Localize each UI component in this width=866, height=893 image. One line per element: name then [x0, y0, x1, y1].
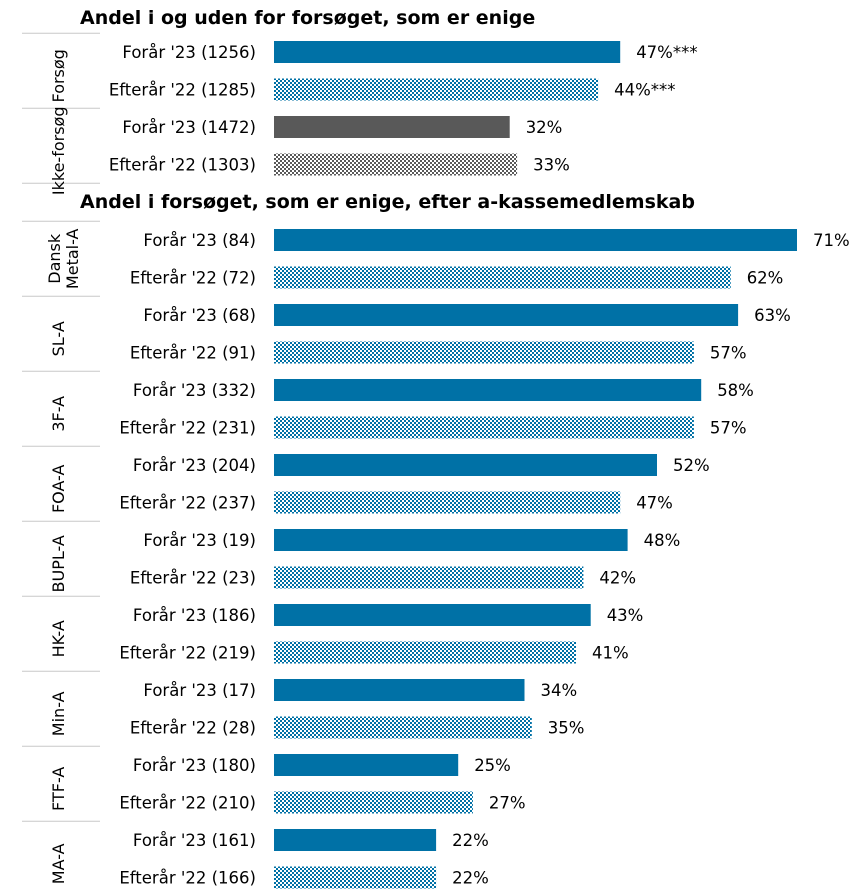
panel-overall: Andel i og uden for forsøget, som er eni… — [22, 7, 698, 195]
group-label: Min-A — [49, 691, 68, 736]
bar — [274, 754, 459, 776]
category-label: Forår '23 (68) — [143, 306, 256, 325]
category-label: Forår '23 (186) — [133, 606, 256, 625]
category-label: Forår '23 (332) — [133, 381, 256, 400]
bar — [274, 416, 694, 439]
data-label: 27% — [489, 794, 526, 813]
data-label: 52% — [673, 456, 710, 475]
bar — [274, 829, 437, 851]
data-label: 47% — [636, 494, 673, 513]
bar — [274, 679, 525, 701]
bar — [274, 304, 739, 326]
data-label: 33% — [533, 156, 570, 175]
category-label: Forår '23 (204) — [133, 456, 256, 475]
panel-title-by-union: Andel i forsøget, som er enige, efter a-… — [80, 191, 695, 213]
data-label: 34% — [541, 681, 578, 700]
bar — [274, 229, 797, 251]
category-label: Forår '23 (1256) — [122, 43, 256, 62]
data-label: 25% — [474, 756, 511, 775]
group-label: MA-A — [49, 843, 68, 884]
data-label: 41% — [592, 644, 629, 663]
category-label: Efterår '22 (1285) — [109, 81, 256, 100]
data-label: 47%*** — [636, 43, 697, 62]
bar — [274, 491, 621, 514]
category-label: Efterår '22 (219) — [119, 644, 256, 663]
category-label: Efterår '22 (231) — [119, 419, 256, 438]
data-label: 32% — [526, 118, 563, 137]
category-label: Efterår '22 (23) — [130, 569, 256, 588]
bar — [274, 266, 731, 289]
category-label: Efterår '22 (210) — [119, 794, 256, 813]
bar — [274, 641, 576, 664]
bar — [274, 566, 584, 589]
category-label: Forår '23 (19) — [143, 531, 256, 550]
panel-title-overall: Andel i og uden for forsøget, som er eni… — [80, 7, 535, 29]
data-label: 57% — [710, 344, 747, 363]
bar — [274, 791, 473, 814]
bar — [274, 716, 532, 739]
category-label: Efterår '22 (1303) — [109, 156, 256, 175]
data-label: 22% — [452, 869, 489, 888]
category-label: Forår '23 (180) — [133, 756, 256, 775]
bar — [274, 41, 621, 63]
category-label: Forår '23 (1472) — [122, 118, 256, 137]
data-label: 63% — [754, 306, 791, 325]
category-label: Efterår '22 (237) — [119, 494, 256, 513]
group-label: FTF-A — [49, 767, 68, 811]
group-label: SL-A — [49, 321, 68, 356]
bar — [274, 379, 702, 401]
data-label: 44%*** — [614, 81, 675, 100]
data-label: 58% — [717, 381, 754, 400]
data-label: 71% — [813, 231, 850, 250]
group-label: Forsøg — [49, 49, 68, 102]
data-label: 57% — [710, 419, 747, 438]
panel-by-union: Andel i forsøget, som er enige, efter a-… — [22, 191, 850, 889]
category-label: Forår '23 (161) — [133, 831, 256, 850]
category-label: Forår '23 (84) — [143, 231, 256, 250]
bar — [274, 341, 694, 364]
category-label: Efterår '22 (28) — [130, 719, 256, 738]
data-label: 22% — [452, 831, 489, 850]
data-label: 48% — [644, 531, 681, 550]
category-label: Efterår '22 (166) — [119, 869, 256, 888]
bar — [274, 866, 437, 889]
data-label: 35% — [548, 719, 585, 738]
data-label: 62% — [747, 269, 784, 288]
bar — [274, 604, 591, 626]
data-label: 43% — [607, 606, 644, 625]
group-label: HK-A — [49, 620, 68, 657]
group-label: Ikke-forsøg — [49, 107, 68, 196]
bar — [274, 454, 657, 476]
group-label: DanskMetal-A — [45, 228, 82, 289]
bar — [274, 529, 628, 551]
group-label: 3F-A — [49, 396, 68, 432]
data-label: 42% — [599, 569, 636, 588]
category-label: Forår '23 (17) — [143, 681, 256, 700]
bar — [274, 153, 518, 176]
bar — [274, 116, 510, 138]
group-label: BUPL-A — [49, 535, 68, 592]
bar — [274, 78, 599, 101]
group-label: FOA-A — [49, 465, 68, 514]
category-label: Efterår '22 (72) — [130, 269, 256, 288]
category-label: Efterår '22 (91) — [130, 344, 256, 363]
